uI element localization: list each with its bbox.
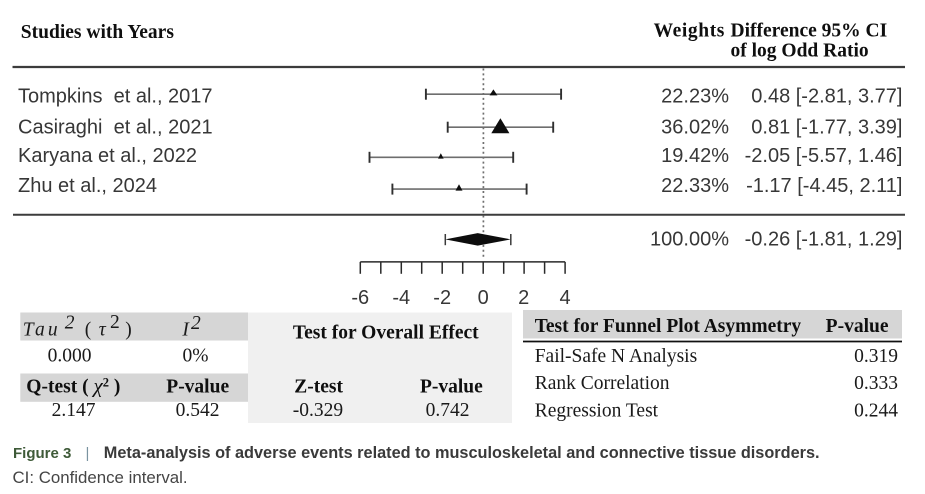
svg-text:Casiraghi et al., 2021: Casiraghi et al., 2021 [18, 116, 213, 138]
svg-text:2: 2 [518, 287, 529, 309]
svg-text:Figure 3: Figure 3 [13, 445, 71, 462]
svg-text:): ) [125, 320, 132, 341]
svg-text:Test for Funnel Plot Asymmetry: Test for Funnel Plot Asymmetry [535, 316, 802, 337]
svg-text:P-value: P-value [420, 376, 483, 397]
svg-text:100.00%: 100.00% [650, 229, 729, 251]
svg-text:0.742: 0.742 [426, 400, 470, 421]
svg-text:36.02%: 36.02% [661, 116, 729, 138]
svg-text:Meta-analysis of adverse event: Meta-analysis of adverse events related … [104, 444, 820, 462]
svg-text:Tompkins et al., 2017: Tompkins et al., 2017 [18, 86, 213, 108]
svg-text:Tau: Tau [23, 320, 61, 341]
svg-text:-1.17 [-4.45, 2.11]: -1.17 [-4.45, 2.11] [746, 175, 902, 197]
svg-text:-4: -4 [392, 287, 410, 309]
svg-text:4: 4 [560, 287, 571, 309]
svg-text:0%: 0% [183, 346, 209, 367]
svg-text:-6: -6 [351, 287, 369, 309]
svg-text:Fail-Safe N Analysis: Fail-Safe N Analysis [535, 346, 697, 367]
svg-text:Rank Correlation: Rank Correlation [535, 373, 670, 394]
svg-text:0.542: 0.542 [176, 400, 220, 421]
svg-text:Karyana et al., 2022: Karyana et al., 2022 [18, 145, 197, 167]
svg-text:0: 0 [478, 287, 489, 309]
svg-text:-0.329: -0.329 [293, 400, 343, 421]
svg-text:Z-test: Z-test [294, 376, 343, 397]
svg-text:(: ( [85, 320, 92, 341]
svg-text:22.23%: 22.23% [661, 86, 729, 108]
svg-text:2.147: 2.147 [52, 400, 96, 421]
svg-text:0.319: 0.319 [854, 346, 898, 367]
svg-text:0.244: 0.244 [854, 400, 898, 421]
svg-text:Difference 95% CI: Difference 95% CI [731, 21, 888, 42]
svg-text:Weights: Weights [654, 21, 725, 42]
svg-text:2: 2 [191, 313, 201, 334]
svg-text:Regression Test: Regression Test [535, 400, 659, 421]
svg-text:Studies with Years: Studies with Years [21, 22, 175, 43]
svg-text:τ: τ [99, 320, 107, 341]
svg-text:P-value: P-value [826, 316, 889, 337]
svg-text:I: I [181, 320, 190, 341]
svg-text:0.000: 0.000 [48, 346, 92, 367]
svg-text:of log Odd Ratio: of log Odd Ratio [731, 41, 869, 62]
svg-text:-2: -2 [433, 287, 451, 309]
svg-text:2: 2 [110, 312, 120, 333]
svg-text:-0.26 [-1.81, 1.29]: -0.26 [-1.81, 1.29] [745, 229, 903, 251]
svg-text:P-value: P-value [166, 376, 229, 397]
svg-text:CI: Confidence interval.: CI: Confidence interval. [13, 468, 188, 487]
svg-text:0.48 [-2.81, 3.77]: 0.48 [-2.81, 3.77] [751, 86, 902, 108]
svg-text:2: 2 [65, 313, 75, 334]
svg-text:19.42%: 19.42% [661, 145, 729, 167]
svg-text:-2.05 [-5.57, 1.46]: -2.05 [-5.57, 1.46] [745, 145, 903, 167]
svg-text:Test for Overall Effect: Test for Overall Effect [293, 323, 479, 344]
svg-text:|: | [86, 445, 90, 462]
svg-text:22.33%: 22.33% [661, 175, 729, 197]
svg-text:Zhu et al., 2024: Zhu et al., 2024 [18, 175, 157, 197]
svg-text:0.81 [-1.77, 3.39]: 0.81 [-1.77, 3.39] [751, 116, 902, 138]
svg-text:0.333: 0.333 [854, 373, 898, 394]
